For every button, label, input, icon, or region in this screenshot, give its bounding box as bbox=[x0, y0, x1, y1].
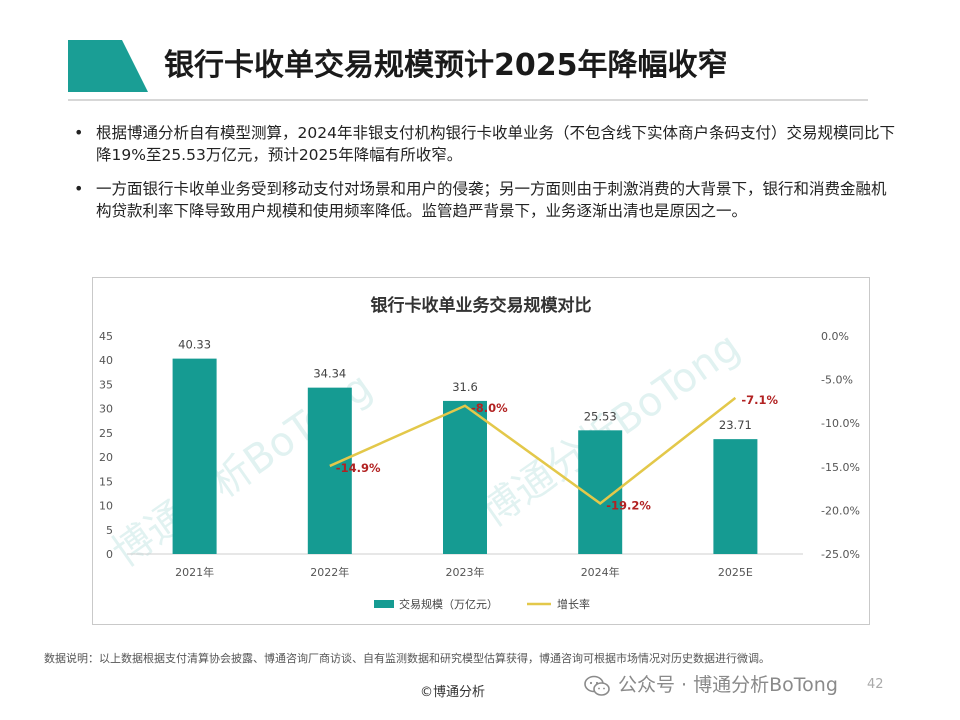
combo-chart: 博通分析BoTong 博通分析BoTong银行卡收单业务交易规模对比0510152… bbox=[99, 295, 860, 611]
line-data-label: -7.1% bbox=[741, 393, 778, 407]
bar bbox=[172, 358, 217, 554]
page-number: 42 bbox=[867, 677, 884, 692]
legend-label-line: 增长率 bbox=[557, 597, 590, 611]
bar bbox=[443, 400, 487, 554]
growth-rate-line bbox=[329, 396, 737, 505]
y-tick-label: 15 bbox=[99, 475, 113, 488]
y-tick-label: 40 bbox=[99, 354, 113, 367]
y-tick-label: 45 bbox=[99, 330, 113, 343]
line-data-label: -19.2% bbox=[606, 498, 651, 512]
y-tick-label: 25 bbox=[99, 427, 113, 440]
y2-tick-label: -25.0% bbox=[821, 548, 860, 561]
bar-data-label: 23.71 bbox=[719, 418, 752, 432]
bar-data-label: 31.6 bbox=[452, 380, 478, 394]
y-tick-label: 20 bbox=[99, 451, 113, 464]
data-note: 数据说明：以上数据根据支付清算协会披露、博通咨询厂商访谈、自有监测数据和研究模型… bbox=[44, 652, 770, 665]
chart-title: 银行卡收单业务交易规模对比 bbox=[371, 295, 592, 316]
title-accent-shape bbox=[68, 40, 148, 92]
y-tick-label: 5 bbox=[106, 524, 113, 537]
page-title: 银行卡收单交易规模预计2025年降幅收窄 bbox=[164, 48, 728, 83]
line-data-label: -8.0% bbox=[471, 401, 508, 415]
footer-account-text: 公众号 · 博通分析BoTong bbox=[618, 674, 838, 696]
bar-data-label: 34.34 bbox=[313, 367, 346, 381]
y-tick-label: 35 bbox=[99, 378, 113, 391]
x-tick-label: 2024年 bbox=[581, 565, 620, 579]
y2-tick-label: 0.0% bbox=[821, 330, 849, 343]
y2-tick-label: -5.0% bbox=[821, 374, 853, 387]
title-divider bbox=[68, 99, 868, 101]
bar-data-label: 25.53 bbox=[584, 409, 617, 423]
y-tick-label: 0 bbox=[106, 548, 113, 561]
y-tick-label: 10 bbox=[99, 500, 113, 513]
line-data-label: -14.9% bbox=[336, 461, 381, 475]
legend-swatch-bars bbox=[374, 600, 394, 608]
bar bbox=[713, 439, 758, 554]
bullet-item-2: 一方面银行卡收单业务受到移动支付对场景和用户的侵袭；另一方面则由于刺激消费的大背… bbox=[70, 178, 900, 222]
footer-account: 公众号 · 博通分析BoTong bbox=[584, 670, 838, 700]
y2-tick-label: -20.0% bbox=[821, 504, 860, 517]
footer-copyright: ©博通分析 bbox=[420, 685, 486, 700]
bullet-list: 根据博通分析自有模型测算，2024年非银支付机构银行卡收单业务（不包含线下实体商… bbox=[70, 122, 900, 234]
wechat-icon bbox=[584, 675, 610, 696]
bullet-item-1: 根据博通分析自有模型测算，2024年非银支付机构银行卡收单业务（不包含线下实体商… bbox=[70, 122, 900, 166]
chart-container: 博通分析BoTong 博通分析BoTong 银行卡收单业务交易规模对比 0 5 10 15 2… bbox=[92, 277, 870, 625]
x-tick-label: 2025E bbox=[718, 566, 753, 579]
x-tick-label: 2021年 bbox=[175, 565, 214, 579]
legend-label-bars: 交易规模（万亿元） bbox=[399, 597, 498, 611]
title-bar: 银行卡收单交易规模预计2025年降幅收窄 bbox=[68, 40, 868, 92]
y-tick-label: 30 bbox=[99, 403, 113, 416]
bar-data-label: 40.33 bbox=[178, 338, 211, 352]
bar bbox=[307, 387, 352, 554]
y2-tick-label: -10.0% bbox=[821, 417, 860, 430]
x-tick-label: 2023年 bbox=[446, 565, 485, 579]
x-tick-label: 2022年 bbox=[310, 565, 349, 579]
y2-tick-label: -15.0% bbox=[821, 461, 860, 474]
